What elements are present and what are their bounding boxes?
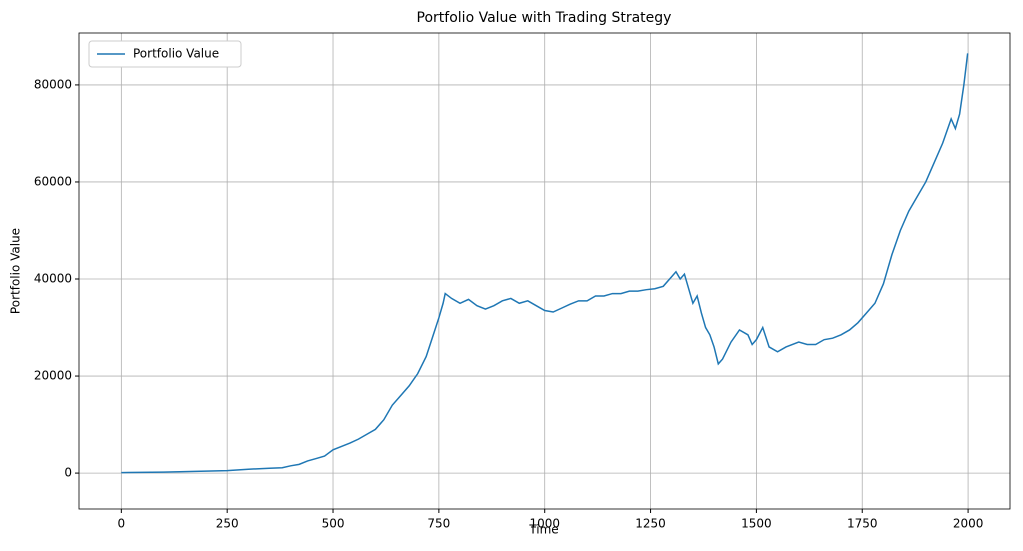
x-tick-label: 1500 [741, 517, 772, 531]
y-tick-label: 60000 [34, 174, 72, 188]
y-tick-label: 0 [64, 466, 72, 480]
x-axis-label: Time [528, 523, 558, 537]
legend-label: Portfolio Value [133, 47, 219, 61]
legend-box [88, 40, 242, 68]
y-tick-label: 20000 [34, 369, 72, 383]
line [121, 53, 969, 474]
x-tick-label: 0 [118, 517, 126, 531]
x-tick-label: 750 [427, 517, 450, 531]
y-tick-label: 40000 [34, 272, 72, 286]
chart-title: Portfolio Value with Trading Strategy [417, 10, 672, 26]
plot-frame [78, 32, 1011, 510]
x-tick-label: 2000 [953, 517, 984, 531]
x-tick-label: 1250 [635, 517, 666, 531]
y-tick-label: 80000 [34, 77, 72, 91]
x-tick-label: 500 [322, 517, 345, 531]
x-tick-label: 1750 [847, 517, 878, 531]
x-tick-label: 250 [216, 517, 239, 531]
y-axis-label: Portfolio Value [9, 228, 23, 314]
x-tick-label: 1000 [529, 517, 560, 531]
